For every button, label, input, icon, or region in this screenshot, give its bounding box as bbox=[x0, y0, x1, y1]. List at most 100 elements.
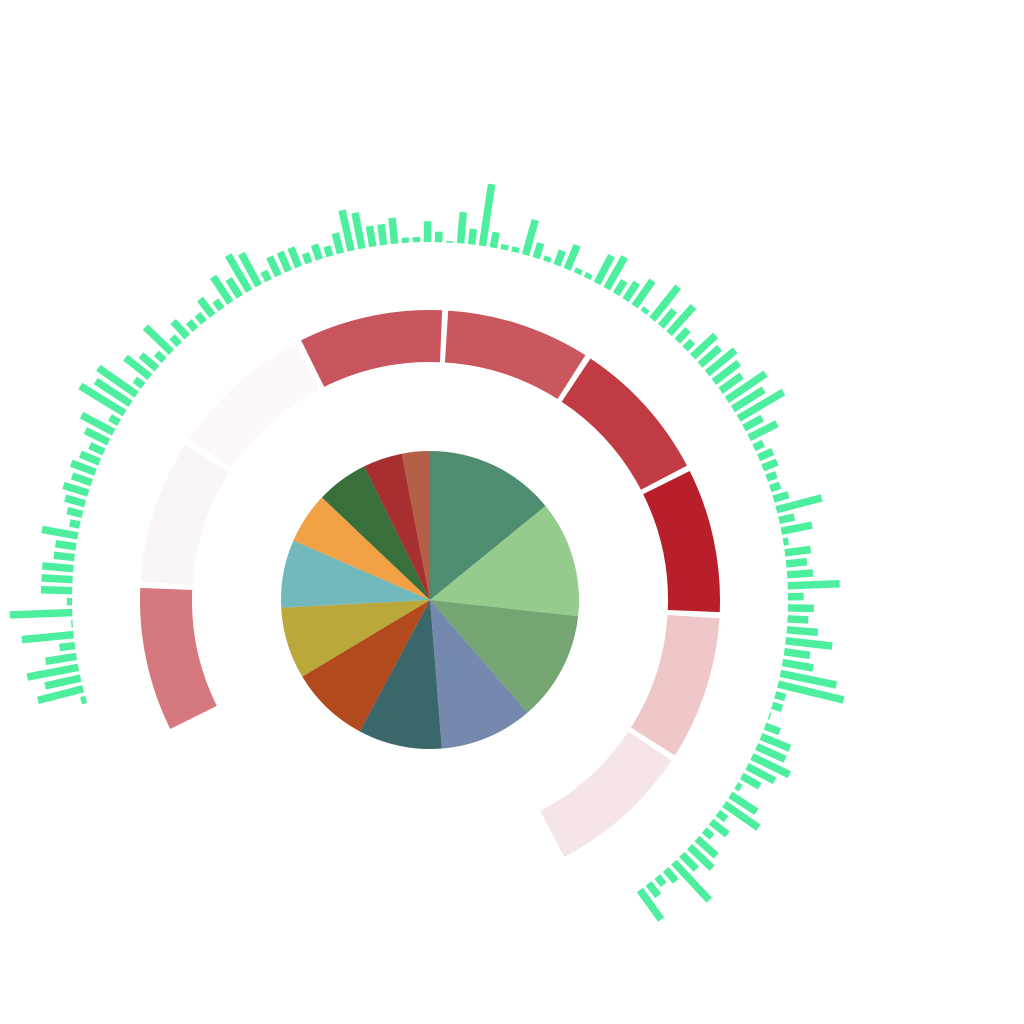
radial-bar-133 bbox=[715, 809, 729, 823]
radial-bar-94 bbox=[730, 386, 766, 413]
radial-bar-30 bbox=[96, 364, 139, 398]
radial-bar-27 bbox=[108, 414, 121, 426]
radial-bar-97 bbox=[747, 420, 779, 442]
radial-bar-120 bbox=[777, 680, 845, 704]
radial-bar-129 bbox=[739, 772, 762, 790]
radial-bar-126 bbox=[755, 743, 787, 763]
pie-slice-5 bbox=[359, 600, 442, 749]
radial-bar-7 bbox=[21, 630, 75, 644]
radial-bar-82 bbox=[640, 306, 650, 315]
radial-bar-25 bbox=[83, 427, 111, 446]
radial-bar-75 bbox=[573, 267, 583, 276]
radial-bar-109 bbox=[785, 558, 808, 568]
radial-bar-58 bbox=[388, 217, 399, 245]
pie-slice-6 bbox=[302, 600, 430, 732]
ring-segment-9 bbox=[540, 731, 672, 857]
radial-bar-103 bbox=[772, 491, 790, 503]
radial-bar-67 bbox=[489, 231, 500, 249]
radial-bar-37 bbox=[170, 318, 191, 340]
radial-bar-142 bbox=[645, 881, 662, 899]
radial-bar-57 bbox=[377, 223, 388, 246]
radial-bar-138 bbox=[679, 851, 700, 872]
ring-segment-3 bbox=[188, 343, 320, 469]
radial-bar-21 bbox=[70, 472, 93, 487]
radial-bar-84 bbox=[657, 308, 678, 329]
radial-bar-series bbox=[9, 183, 845, 922]
radial-bar-102 bbox=[769, 481, 782, 493]
radial-bar-130 bbox=[734, 782, 743, 792]
radial-bar-101 bbox=[765, 471, 778, 482]
radial-bar-99 bbox=[757, 448, 775, 462]
radial-bar-81 bbox=[631, 278, 656, 309]
radial-bar-54 bbox=[338, 209, 355, 252]
radial-bar-49 bbox=[287, 246, 303, 269]
radial-bar-78 bbox=[603, 255, 628, 291]
pie-slice-4 bbox=[430, 600, 528, 749]
radial-bar-15 bbox=[54, 539, 77, 551]
radial-bar-140 bbox=[662, 867, 679, 884]
radial-bar-22 bbox=[69, 459, 97, 476]
radial-bar-128 bbox=[745, 763, 777, 785]
radial-bar-70 bbox=[521, 218, 539, 256]
radial-bar-20 bbox=[62, 481, 90, 497]
radial-bar-4 bbox=[26, 663, 80, 681]
radial-bar-92 bbox=[718, 372, 744, 394]
radial-bar-65 bbox=[467, 228, 478, 245]
radial-bar-46 bbox=[260, 269, 272, 283]
radial-bar-96 bbox=[742, 414, 765, 432]
radial-bar-71 bbox=[532, 242, 545, 260]
radial-bar-55 bbox=[351, 212, 366, 250]
radial-bar-105 bbox=[778, 513, 796, 525]
radial-bar-39 bbox=[194, 311, 207, 325]
radial-bar-113 bbox=[787, 604, 814, 613]
pie-slice-7 bbox=[281, 600, 430, 677]
ring-segment-5 bbox=[444, 310, 586, 400]
pie-slice-3 bbox=[430, 600, 579, 713]
radial-bar-89 bbox=[697, 345, 723, 368]
radial-bar-69 bbox=[511, 246, 520, 254]
radial-bar-110 bbox=[786, 569, 814, 579]
radial-bar-43 bbox=[225, 277, 243, 299]
radial-bar-98 bbox=[752, 439, 765, 452]
pie-chart bbox=[280, 451, 580, 749]
radial-bar-12 bbox=[41, 574, 73, 584]
radial-bar-121 bbox=[774, 691, 787, 702]
radial-bar-52 bbox=[323, 245, 334, 258]
radial-bar-95 bbox=[736, 388, 786, 422]
radial-bar-74 bbox=[563, 243, 581, 271]
ring-segment-4 bbox=[301, 309, 443, 387]
radial-bar-119 bbox=[779, 669, 838, 689]
radial-bar-18 bbox=[66, 506, 84, 519]
radial-bar-26 bbox=[79, 411, 116, 436]
radial-bar-80 bbox=[622, 280, 640, 303]
radial-bar-28 bbox=[78, 382, 127, 417]
radial-bar-88 bbox=[690, 332, 719, 360]
ring-segment-2 bbox=[140, 444, 230, 586]
ring-segment-6 bbox=[561, 358, 687, 490]
radial-bar-86 bbox=[674, 327, 691, 344]
radial-bar-24 bbox=[88, 442, 106, 456]
radial-bar-36 bbox=[169, 334, 183, 348]
radial-bar-76 bbox=[583, 272, 593, 281]
radial-bar-2 bbox=[36, 685, 85, 705]
radial-bar-136 bbox=[694, 835, 719, 859]
radial-bar-134 bbox=[708, 818, 730, 838]
radial-bar-131 bbox=[728, 791, 759, 815]
ring-segment-7 bbox=[643, 471, 721, 613]
radial-bar-73 bbox=[553, 249, 566, 267]
radial-bar-40 bbox=[196, 296, 216, 318]
radial-bar-91 bbox=[711, 360, 741, 385]
radial-bar-64 bbox=[456, 211, 467, 244]
pie-slice-1 bbox=[430, 451, 546, 600]
radial-bar-141 bbox=[654, 874, 667, 888]
radial-bar-66 bbox=[478, 183, 496, 247]
radial-bar-41 bbox=[212, 298, 225, 312]
radial-bar-83 bbox=[649, 284, 682, 322]
radial-bar-33 bbox=[138, 352, 160, 372]
radial-bar-111 bbox=[787, 579, 840, 590]
radial-bar-17 bbox=[68, 519, 81, 529]
radial-bar-108 bbox=[784, 545, 812, 557]
radial-bar-127 bbox=[750, 753, 792, 779]
